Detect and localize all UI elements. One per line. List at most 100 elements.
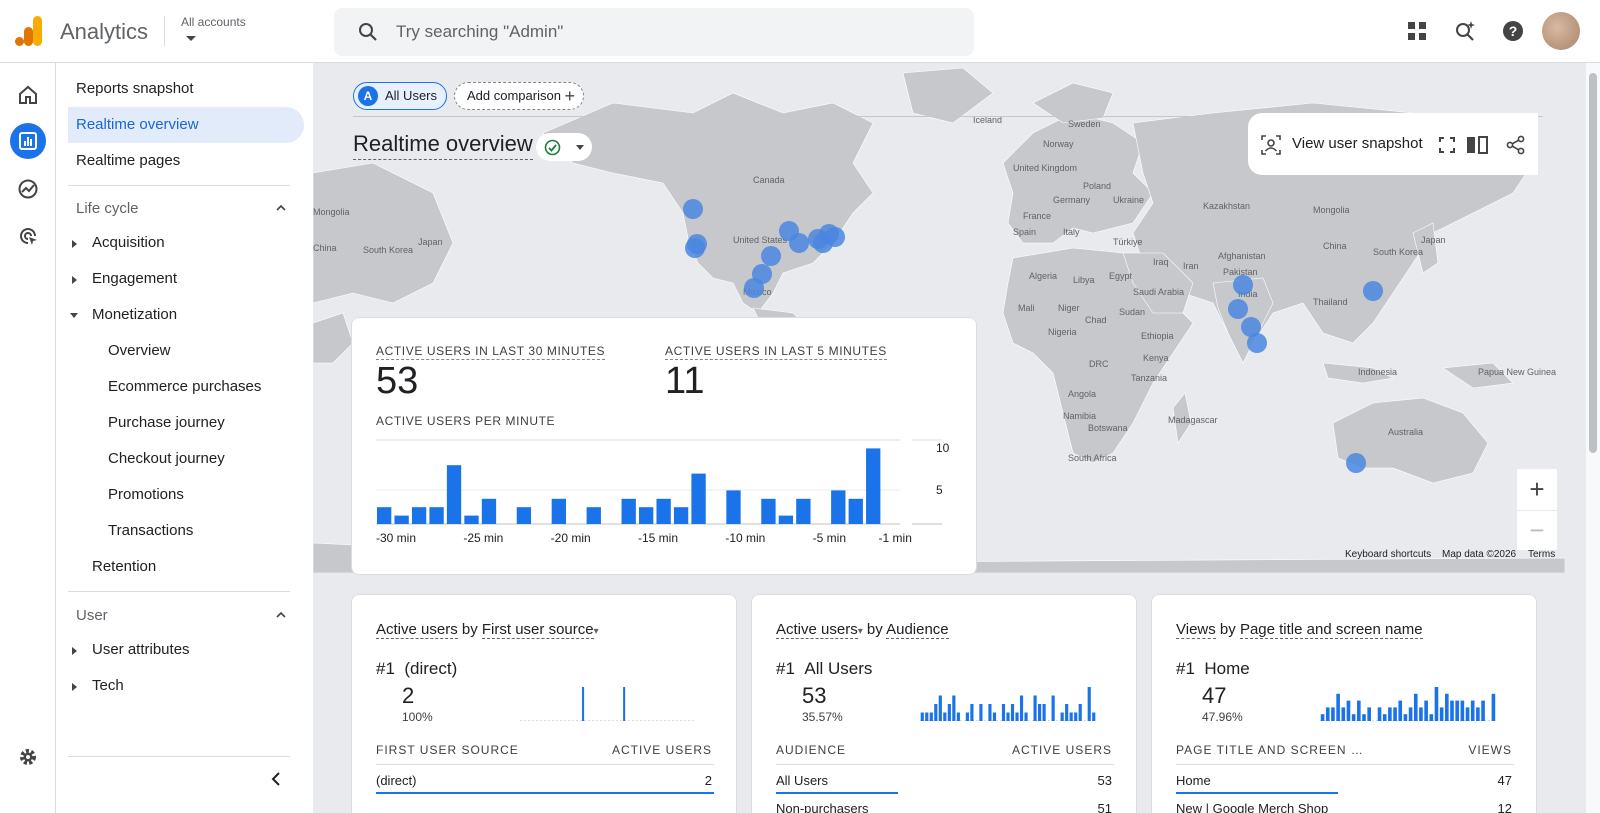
mini-chart-bar[interactable] <box>1424 700 1428 721</box>
keyboard-shortcuts-link[interactable]: Keyboard shortcuts <box>1345 549 1432 560</box>
table-row-name[interactable]: New | Google Merch Shop <box>1176 801 1329 813</box>
rail-advertising-button[interactable] <box>10 218 46 254</box>
mini-chart-bar[interactable] <box>1408 707 1413 721</box>
nav-item-realtime-pages[interactable]: Realtime pages <box>76 152 181 169</box>
nav-item-retention[interactable]: Retention <box>92 558 157 575</box>
chart-bar[interactable] <box>761 498 776 524</box>
table-row-name[interactable]: Non-purchasers <box>776 801 869 813</box>
nav-item-transactions[interactable]: Transactions <box>108 522 194 539</box>
user-location-dot[interactable] <box>761 246 781 266</box>
mini-chart-bar[interactable] <box>1455 700 1459 721</box>
mini-chart-bar[interactable] <box>1388 707 1392 721</box>
active-users-per-minute-chart[interactable]: 10 5 -30 min -25 min -20 min -15 min -10 min -5… <box>352 428 972 560</box>
rail-explore-button[interactable] <box>10 171 46 207</box>
compare-icon[interactable] <box>1466 135 1488 155</box>
active-users-30min-label[interactable]: ACTIVE USERS IN LAST 30 MINUTES <box>376 344 606 360</box>
collapse-sidebar-chevron-icon[interactable] <box>268 771 284 787</box>
user-location-dot[interactable] <box>1363 281 1383 301</box>
collapse-user-icon[interactable] <box>276 610 286 620</box>
chart-bar[interactable] <box>656 498 671 524</box>
mini-chart-bar[interactable] <box>1069 712 1073 722</box>
mini-chart-bar[interactable] <box>1460 700 1465 721</box>
mini-bar-chart[interactable] <box>520 685 696 721</box>
mini-chart-bar[interactable] <box>1476 707 1480 721</box>
mini-chart-bar[interactable] <box>1429 714 1434 721</box>
mini-chart-bar[interactable] <box>1331 707 1335 721</box>
metric-dropdown-icon[interactable]: ▾ <box>857 626 863 637</box>
mini-chart-bar[interactable] <box>925 712 929 722</box>
chart-bar[interactable] <box>796 498 811 524</box>
table-row-name[interactable]: Home <box>1176 773 1211 788</box>
mini-chart-bar[interactable] <box>1320 714 1325 721</box>
mini-chart-bar[interactable] <box>1491 693 1496 721</box>
chart-bar[interactable] <box>691 473 706 524</box>
nav-item-purchase-journey[interactable]: Purchase journey <box>108 414 225 431</box>
user-location-dot[interactable] <box>1233 275 1253 295</box>
chart-bar[interactable] <box>726 490 741 524</box>
mini-chart-bar[interactable] <box>582 687 585 721</box>
user-location-dot[interactable] <box>1247 333 1267 353</box>
help-icon[interactable]: ? <box>1501 19 1525 43</box>
mini-chart-bar[interactable] <box>1060 712 1064 722</box>
mini-chart-bar[interactable] <box>1403 714 1408 721</box>
dimension-dropdown-icon[interactable]: ▾ <box>593 626 599 637</box>
user-location-dot[interactable] <box>825 227 845 247</box>
mini-chart-bar[interactable] <box>938 695 942 722</box>
user-location-dot[interactable] <box>687 234 707 254</box>
mini-chart-bar[interactable] <box>1450 700 1454 721</box>
chart-bar[interactable] <box>394 515 409 524</box>
active-users-5min-label[interactable]: ACTIVE USERS IN LAST 5 MINUTES <box>665 344 887 360</box>
mini-chart-bar[interactable] <box>1419 707 1423 721</box>
nav-item-reports-snapshot[interactable]: Reports snapshot <box>76 80 194 97</box>
chart-bar[interactable] <box>377 507 392 524</box>
view-user-snapshot-button[interactable]: View user snapshot <box>1292 135 1423 152</box>
mini-chart-bar[interactable] <box>1051 695 1055 722</box>
zoom-in-button[interactable]: + <box>1529 474 1545 504</box>
fullscreen-icon[interactable] <box>1439 137 1455 153</box>
rail-settings-button[interactable] <box>10 739 46 775</box>
mini-chart-bar[interactable] <box>1001 704 1006 721</box>
chart-bar[interactable] <box>673 507 689 524</box>
mini-chart-bar[interactable] <box>934 704 938 721</box>
page-scrollbar[interactable] <box>1586 63 1600 813</box>
mini-chart-bar[interactable] <box>947 704 951 721</box>
search-box[interactable] <box>334 8 974 56</box>
chart-bar[interactable] <box>778 515 794 524</box>
mini-chart-bar[interactable] <box>1362 714 1366 721</box>
user-location-dot[interactable] <box>744 278 764 298</box>
chart-bar[interactable] <box>464 515 479 524</box>
scrollbar-thumb[interactable] <box>1589 73 1597 453</box>
user-snapshot-icon[interactable] <box>1261 135 1281 155</box>
mini-chart-bar[interactable] <box>1038 704 1042 721</box>
mini-chart-bar[interactable] <box>1470 700 1475 721</box>
account-dropdown-icon[interactable] <box>186 36 196 41</box>
mini-chart-bar[interactable] <box>1092 712 1096 722</box>
mini-chart-bar[interactable] <box>1382 714 1387 721</box>
zoom-out-button[interactable]: − <box>1517 510 1557 550</box>
mini-chart-bar[interactable] <box>1341 707 1346 721</box>
rail-reports-button[interactable] <box>10 123 46 159</box>
apps-grid-icon[interactable] <box>1405 19 1429 43</box>
nav-item-monetization[interactable]: Monetization <box>70 297 177 333</box>
user-location-dot[interactable] <box>683 199 703 219</box>
mini-chart-bar[interactable] <box>1074 712 1078 722</box>
mini-chart-bar[interactable] <box>1042 704 1046 721</box>
table-row-name[interactable]: (direct) <box>376 773 417 788</box>
user-location-dot[interactable] <box>1346 453 1366 473</box>
mini-chart-bar[interactable] <box>992 712 997 722</box>
table-row-name[interactable]: All Users <box>776 773 829 788</box>
mini-chart-bar[interactable] <box>1367 707 1371 721</box>
mini-chart-bar[interactable] <box>1465 707 1470 721</box>
chart-bar[interactable] <box>586 507 601 524</box>
mini-chart-bar[interactable] <box>1336 693 1340 721</box>
mini-chart-bar[interactable] <box>970 704 974 721</box>
mini-chart-bar[interactable] <box>1019 695 1024 722</box>
search-input[interactable] <box>396 20 936 44</box>
mini-chart-bar[interactable] <box>1006 712 1010 722</box>
mini-chart-bar[interactable] <box>988 704 992 721</box>
mini-chart-bar[interactable] <box>1413 693 1418 721</box>
collapse-life-cycle-icon[interactable] <box>276 203 286 213</box>
nav-section-life-cycle[interactable]: Life cycle <box>76 200 139 217</box>
mini-chart-bar[interactable] <box>1087 687 1091 721</box>
mini-chart-bar[interactable] <box>1024 712 1028 722</box>
